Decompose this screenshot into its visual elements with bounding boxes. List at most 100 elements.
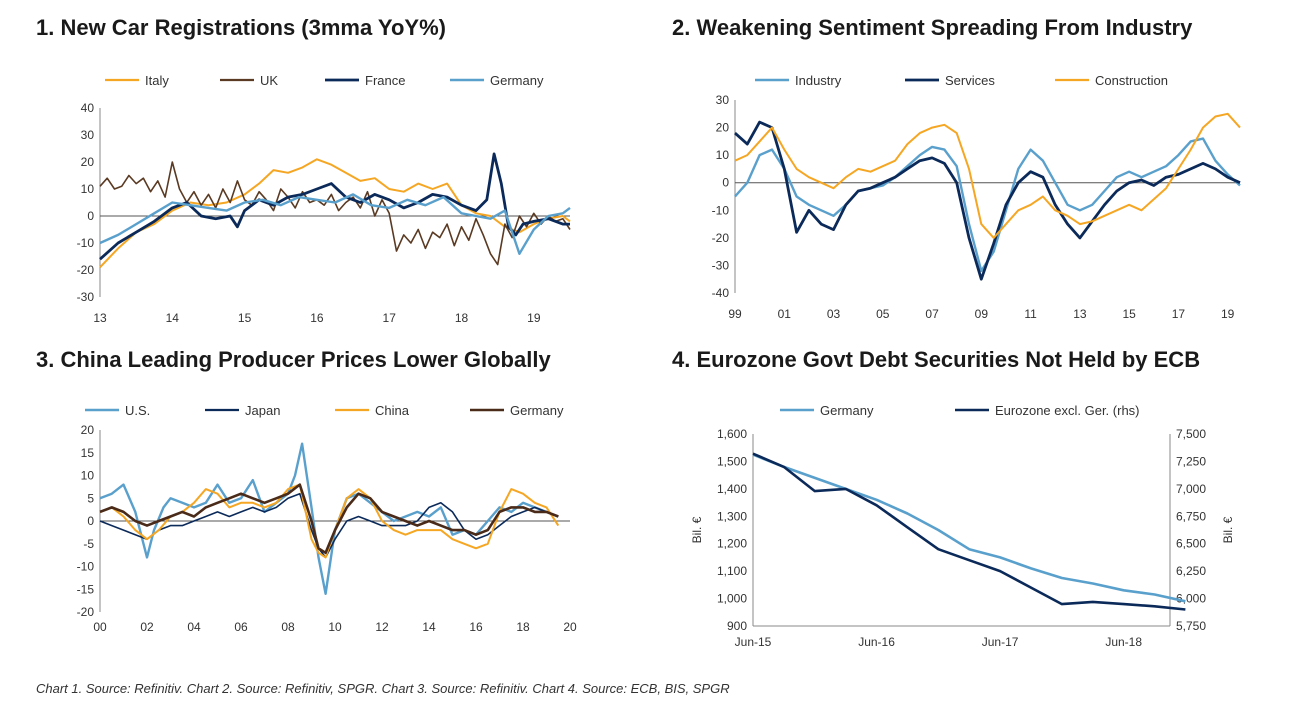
x-tick-label: 17 [383, 311, 397, 325]
y-tick-label: -10 [77, 560, 95, 574]
y-tick-label: 0 [722, 176, 729, 190]
y-tick-label: 5 [87, 491, 94, 505]
x-tick-label: 01 [778, 307, 792, 321]
legend-label: Japan [245, 403, 280, 418]
legend-label: Services [945, 73, 995, 88]
y-tick-label: 1,400 [717, 482, 747, 496]
legend-label: Construction [1095, 73, 1168, 88]
x-tick-label: 13 [1073, 307, 1087, 321]
chart1-plot: 40 30 20 10 0 -10 -20 -30 13 14 15 16 17 18 19 Italy UK F… [77, 73, 571, 325]
x-tick-label: 13 [93, 311, 107, 325]
y-tick-label: 10 [716, 148, 730, 162]
source-footer: Chart 1. Source: Refinitiv. Chart 2. Sou… [36, 681, 730, 696]
y-right-tick-label: 6,500 [1176, 537, 1206, 551]
x-tick-label: 05 [876, 307, 890, 321]
series-line-germany [99, 483, 559, 555]
y-tick-label: 1,000 [717, 592, 747, 606]
y-tick-label: 20 [716, 121, 730, 135]
series-line-italy [99, 158, 571, 268]
y-axis-label: Bil. € [690, 516, 704, 543]
x-tick-label: 15 [1122, 307, 1136, 321]
legend-label: Germany [510, 403, 564, 418]
y-tick-label: -30 [77, 290, 95, 304]
x-tick-label: 18 [455, 311, 469, 325]
series-line-construction [734, 112, 1241, 239]
x-tick-label: Jun-15 [735, 635, 772, 649]
x-tick-label: 18 [516, 620, 530, 634]
y-tick-label: 30 [716, 93, 730, 107]
x-tick-label: 12 [375, 620, 389, 634]
y-tick-label: 0 [87, 514, 94, 528]
x-tick-label: Jun-18 [1105, 635, 1142, 649]
y-axis-right-label: Bil. € [1221, 516, 1235, 543]
y-tick-label: 20 [81, 423, 95, 437]
y-right-tick-label: 7,500 [1176, 427, 1206, 441]
y-tick-label: 30 [81, 128, 95, 142]
chart2-plot: 30 20 10 0 -10 -20 -30 -40 99 01 03 05 07 09 11 13 15 17 1… [712, 73, 1241, 321]
y-tick-label: -20 [712, 231, 730, 245]
x-tick-label: 02 [140, 620, 154, 634]
x-tick-label: Jun-16 [858, 635, 895, 649]
x-tick-label: 10 [328, 620, 342, 634]
y-right-tick-label: 7,000 [1176, 482, 1206, 496]
x-tick-label: 99 [728, 307, 742, 321]
x-tick-label: 08 [281, 620, 295, 634]
x-tick-label: 06 [234, 620, 248, 634]
chart1-title: 1. New Car Registrations (3mma YoY%) [36, 15, 446, 40]
y-tick-label: 1,200 [717, 537, 747, 551]
legend-label: Industry [795, 73, 842, 88]
y-tick-label: 15 [81, 446, 95, 460]
y-tick-label: 1,500 [717, 454, 747, 468]
y-tick-label: -10 [77, 236, 95, 250]
y-right-tick-label: 7,250 [1176, 454, 1206, 468]
x-tick-label: 16 [310, 311, 324, 325]
y-tick-label: -20 [77, 605, 95, 619]
x-tick-label: 19 [1221, 307, 1235, 321]
x-tick-label: 15 [238, 311, 252, 325]
x-tick-label: 19 [527, 311, 541, 325]
y-right-tick-label: 6,000 [1176, 592, 1206, 606]
y-tick-label: 10 [81, 469, 95, 483]
y-tick-label: 20 [81, 155, 95, 169]
chart4-title: 4. Eurozone Govt Debt Securities Not Hel… [672, 347, 1201, 372]
legend-label: Eurozone excl. Ger. (rhs) [995, 403, 1140, 418]
legend-label: France [365, 73, 405, 88]
x-tick-label: 09 [975, 307, 989, 321]
y-right-tick-label: 5,750 [1176, 619, 1206, 633]
legend-label: U.S. [125, 403, 150, 418]
series-line-france [99, 152, 570, 261]
y-tick-label: 10 [81, 182, 95, 196]
series-line-germany [752, 453, 1186, 603]
x-tick-label: Jun-17 [982, 635, 1019, 649]
y-tick-label: -15 [77, 582, 95, 596]
y-tick-label: 40 [81, 101, 95, 115]
x-tick-label: 00 [93, 620, 107, 634]
series-line-services [734, 120, 1241, 281]
x-tick-label: 17 [1172, 307, 1186, 321]
legend-label: Germany [490, 73, 544, 88]
series-line-eurozone-excl-ger-rhs- [752, 452, 1186, 611]
y-tick-label: 900 [727, 619, 747, 633]
x-tick-label: 14 [422, 620, 436, 634]
x-tick-label: 16 [469, 620, 483, 634]
legend-label: UK [260, 73, 278, 88]
chart2-title: 2. Weakening Sentiment Spreading From In… [672, 15, 1193, 40]
x-tick-label: 04 [187, 620, 201, 634]
y-tick-label: 0 [87, 209, 94, 223]
x-tick-label: 20 [563, 620, 577, 634]
chart3-title: 3. China Leading Producer Prices Lower G… [36, 347, 551, 372]
legend-label: Germany [820, 403, 874, 418]
series-line-germany [99, 193, 571, 256]
y-right-tick-label: 6,250 [1176, 564, 1206, 578]
chart4-plot: 1,600 1,500 1,400 1,300 1,200 1,100 1,000 900 7,… [690, 403, 1235, 649]
y-tick-label: -10 [712, 203, 730, 217]
y-tick-label: -40 [712, 286, 730, 300]
series-line-industry [734, 137, 1241, 273]
y-tick-label: -30 [712, 258, 730, 272]
y-tick-label: -5 [83, 537, 94, 551]
legend-label: Italy [145, 73, 169, 88]
y-right-tick-label: 6,750 [1176, 509, 1206, 523]
y-tick-label: 1,600 [717, 427, 747, 441]
y-tick-label: 1,100 [717, 564, 747, 578]
